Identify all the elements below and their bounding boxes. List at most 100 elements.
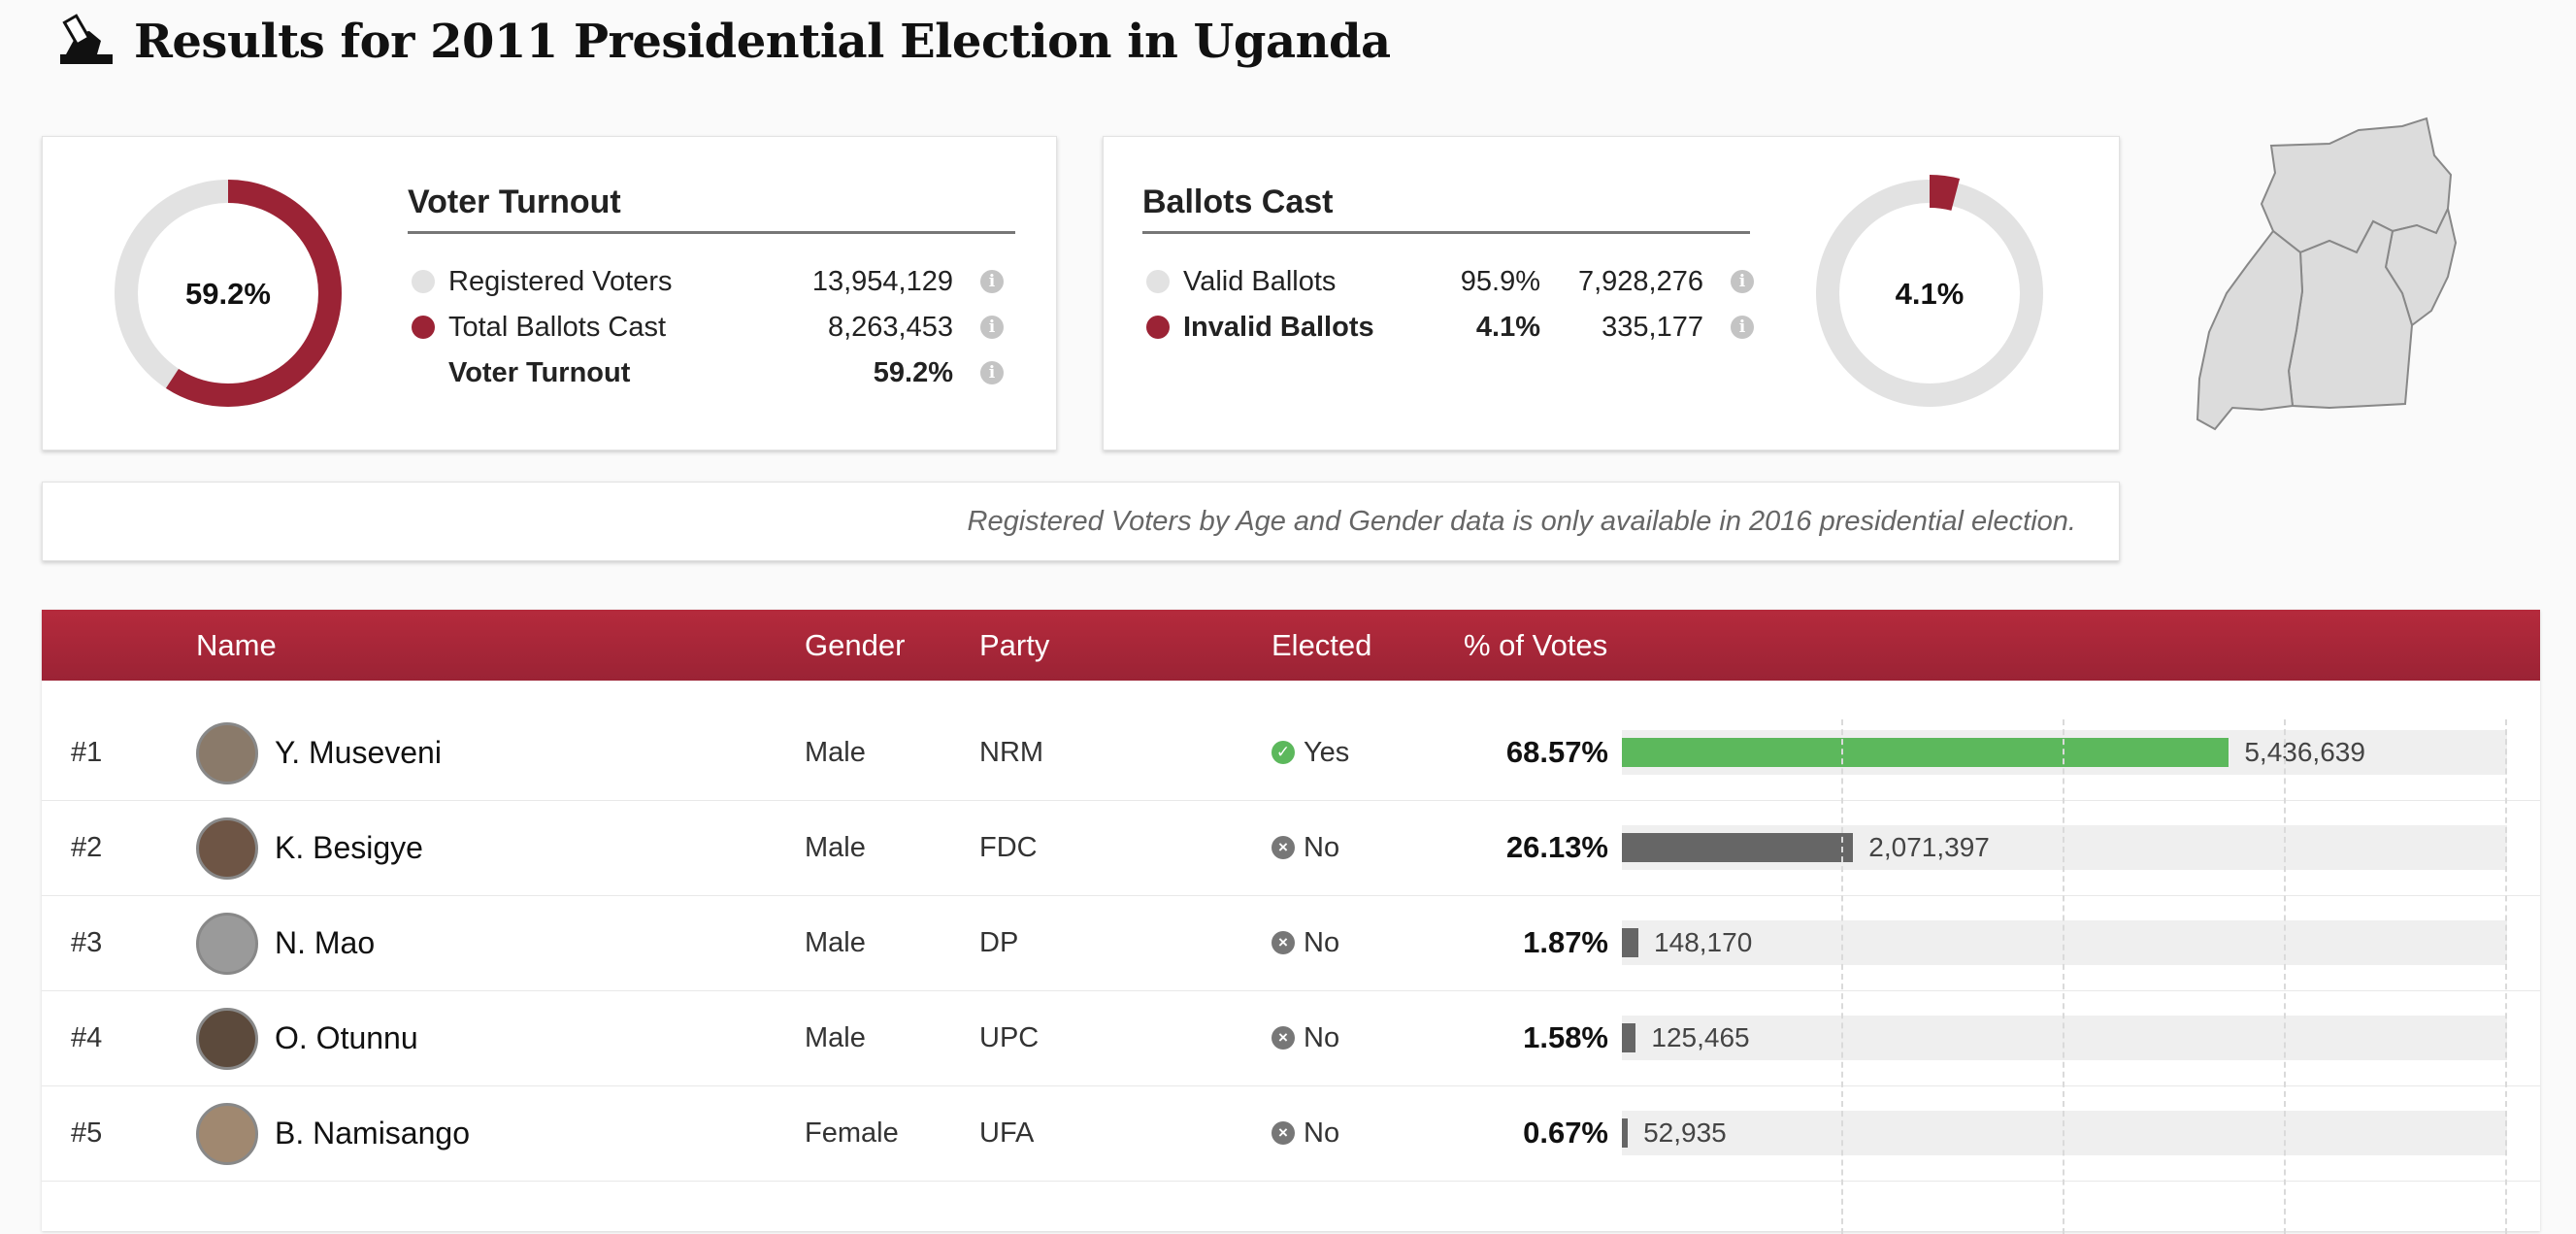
vote-count: 2,071,397 (1868, 832, 1990, 862)
vote-bar-track: 125,465 (1622, 1016, 2507, 1060)
rank: #2 (71, 831, 103, 863)
elected-status: ✓ Yes (1271, 705, 1349, 800)
bar-gridline (2063, 719, 2064, 1234)
vote-percent: 1.87% (1523, 925, 1608, 959)
age-gender-note: Registered Voters by Age and Gender data… (967, 505, 2076, 537)
age-gender-note-card: Registered Voters by Age and Gender data… (42, 482, 2120, 561)
candidate-name[interactable]: K. Besigye (275, 829, 423, 865)
rank: #5 (71, 1117, 103, 1149)
elected-label: No (1304, 1117, 1340, 1149)
vote-percent: 0.67% (1523, 1116, 1608, 1150)
rank: #1 (71, 736, 103, 768)
vote-percent: 26.13% (1505, 830, 1608, 864)
vote-count: 148,170 (1654, 927, 1753, 957)
info-icon[interactable]: i (980, 361, 1004, 384)
total-ballots-value: 8,263,453 (827, 311, 953, 343)
x-circle-icon: × (1271, 836, 1295, 859)
ballots-donut-arc (1811, 175, 2048, 412)
invalid-ballots-row: Invalid Ballots 4.1% 335,177 i (1146, 305, 1777, 350)
table-row[interactable]: #4 O. Otunnu Male UPC × No 1.58% 125,465 (42, 990, 2540, 1086)
legend-dot-red (1146, 316, 1170, 339)
uganda-map[interactable] (2194, 117, 2514, 437)
vote-percent: 1.58% (1523, 1020, 1608, 1054)
voter-turnout-row: Voter Turnout 59.2% i (412, 350, 1042, 395)
ballots-donut-chart: 4.1% (1811, 175, 2048, 412)
candidate-avatar (196, 913, 258, 975)
legend-dot-grey (412, 270, 435, 293)
invalid-ballots-pct: 4.1% (1475, 311, 1540, 343)
info-icon[interactable]: i (980, 316, 1004, 339)
candidate-gender: Male (805, 736, 866, 768)
rank: #3 (71, 926, 103, 958)
candidate-avatar (196, 1008, 258, 1070)
total-ballots-row: Total Ballots Cast 8,263,453 i (412, 305, 1042, 350)
voter-turnout-value: 59.2% (873, 356, 953, 388)
rank: #4 (71, 1021, 103, 1053)
registered-voters-row: Registered Voters 13,954,129 i (412, 259, 1042, 304)
x-circle-icon: × (1271, 1026, 1295, 1050)
vote-bar-track: 52,935 (1622, 1111, 2507, 1155)
ballot-box-icon (60, 14, 113, 64)
x-circle-icon: × (1271, 1121, 1295, 1145)
candidate-party: DP (979, 926, 1019, 958)
vote-bar (1622, 833, 1854, 862)
candidate-avatar (196, 722, 258, 784)
vote-percent: 68.57% (1505, 735, 1608, 769)
candidate-name[interactable]: Y. Museveni (275, 734, 442, 770)
map-region-west (2196, 229, 2304, 431)
vote-count: 125,465 (1651, 1022, 1750, 1052)
page-header: Results for 2011 Presidential Election i… (56, 8, 1391, 76)
header-gender[interactable]: Gender (805, 627, 906, 662)
vote-bar (1622, 928, 1639, 957)
valid-ballots-pct: 95.9% (1460, 265, 1540, 297)
table-header: Name Gender Party Elected % of Votes (42, 610, 2540, 681)
candidate-avatar (196, 817, 258, 880)
registered-voters-label: Registered Voters (448, 265, 673, 297)
candidate-name[interactable]: B. Namisango (275, 1115, 470, 1151)
header-elected[interactable]: Elected (1271, 627, 1372, 662)
valid-ballots-row: Valid Ballots 95.9% 7,928,276 i (1146, 259, 1777, 304)
header-name[interactable]: Name (196, 627, 277, 662)
vote-count: 5,436,639 (2244, 737, 2365, 767)
table-row[interactable]: #3 N. Mao Male DP × No 1.87% 148,170 (42, 895, 2540, 991)
valid-ballots-value: 7,928,276 (1577, 265, 1703, 297)
candidate-results-table: Name Gender Party Elected % of Votes #1 Y… (42, 610, 2540, 1231)
x-circle-icon: × (1271, 931, 1295, 954)
bar-gridline (2505, 719, 2507, 1234)
table-row[interactable]: #2 K. Besigye Male FDC × No 26.13% 2,071,397 (42, 800, 2540, 896)
turnout-donut-chart: 59.2% (115, 180, 342, 407)
voter-turnout-card: 59.2% Voter Turnout Registered Voters 13… (42, 136, 1057, 450)
elected-status: × No (1271, 990, 1339, 1085)
vote-bar-track: 5,436,639 (1622, 730, 2507, 775)
legend-dot-red (412, 316, 435, 339)
candidate-gender: Male (805, 1021, 866, 1053)
info-icon[interactable]: i (980, 270, 1004, 293)
candidate-name[interactable]: N. Mao (275, 924, 376, 960)
header-party[interactable]: Party (979, 627, 1050, 662)
elected-status: × No (1271, 1085, 1339, 1181)
ballots-cast-heading: Ballots Cast (1142, 183, 1750, 234)
candidate-party: FDC (979, 831, 1038, 863)
legend-dot-grey (1146, 270, 1170, 293)
header-votes[interactable]: % of Votes (1464, 627, 1608, 662)
vote-bar (1622, 1118, 1629, 1148)
vote-bar (1622, 1023, 1636, 1052)
valid-ballots-label: Valid Ballots (1183, 265, 1337, 297)
elected-label: No (1304, 831, 1340, 863)
table-row[interactable]: #1 Y. Museveni Male NRM ✓ Yes 68.57% 5,436,639 (42, 705, 2540, 801)
elected-label: Yes (1304, 736, 1350, 768)
candidate-gender: Male (805, 831, 866, 863)
info-icon[interactable]: i (1731, 270, 1754, 293)
voter-turnout-label: Voter Turnout (448, 356, 631, 388)
ballots-cast-card: Ballots Cast Valid Ballots 95.9% 7,928,2… (1103, 136, 2120, 450)
vote-bar-track: 2,071,397 (1622, 825, 2507, 870)
candidate-name[interactable]: O. Otunnu (275, 1019, 418, 1055)
bar-gridline (2284, 719, 2286, 1234)
vote-count: 52,935 (1643, 1117, 1727, 1148)
elected-label: No (1304, 926, 1340, 958)
info-icon[interactable]: i (1731, 316, 1754, 339)
candidate-party: NRM (979, 736, 1044, 768)
candidate-party: UFA (979, 1117, 1035, 1149)
turnout-donut-arc (115, 180, 342, 407)
table-row[interactable]: #5 B. Namisango Female UFA × No 0.67% 52,935 (42, 1085, 2540, 1182)
